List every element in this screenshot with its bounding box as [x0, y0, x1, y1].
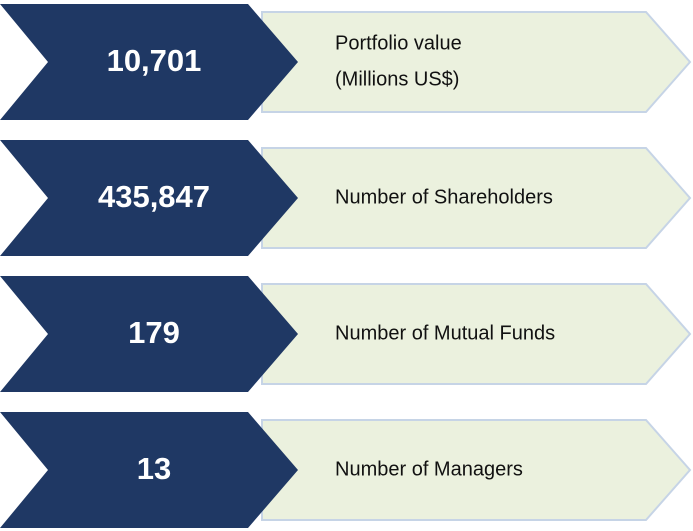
- value-text: 13: [137, 451, 171, 486]
- item-row: 179 Number of Mutual Funds: [0, 276, 692, 392]
- label-text: Portfolio value: [335, 32, 462, 54]
- label-text: Number of Mutual Funds: [335, 322, 555, 344]
- item-row: 10,701 Portfolio value (Millions US$): [0, 4, 692, 120]
- item-row: 13 Number of Managers: [0, 412, 692, 528]
- value-text: 10,701: [107, 43, 202, 78]
- value-text: 435,847: [98, 179, 210, 214]
- value-chevron: [0, 140, 298, 256]
- value-text: 179: [128, 315, 180, 350]
- label-text: Number of Managers: [335, 458, 523, 480]
- value-chevron: [0, 276, 298, 392]
- item-row: 435,847 Number of Shareholders: [0, 140, 692, 256]
- label-text: Number of Shareholders: [335, 186, 553, 208]
- value-chevron: [0, 4, 298, 120]
- value-chevron: [0, 412, 298, 528]
- label-chevron: [261, 11, 692, 113]
- label-text: (Millions US$): [335, 68, 459, 90]
